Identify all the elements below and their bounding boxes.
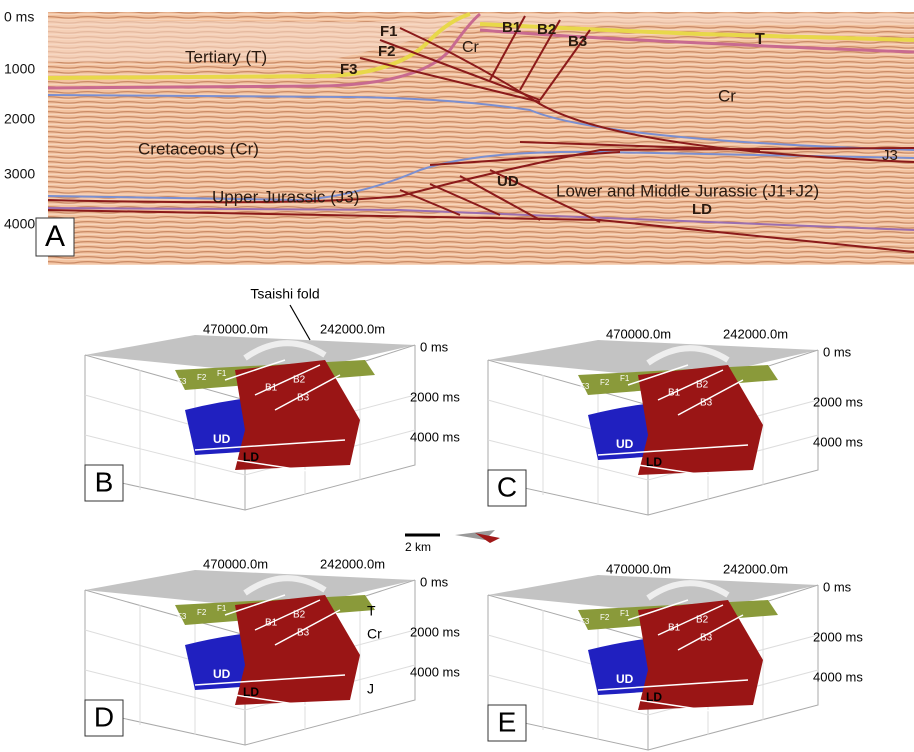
scale-label: 2 km <box>405 540 431 554</box>
panel-letter: E <box>498 706 517 737</box>
fault-label: F2 <box>600 378 610 387</box>
fault-label: UD <box>616 437 634 451</box>
panel-letter: D <box>94 701 114 732</box>
depth-label: 4000 ms <box>410 429 460 444</box>
fault-label: UD <box>213 432 231 446</box>
depth-tick-label: 2000 <box>4 111 35 127</box>
depth-tick-label: 4000 <box>4 216 35 232</box>
section-label: Lower and Middle Jurassic (J1+J2) <box>556 181 819 200</box>
fault-label: B3 <box>297 628 310 639</box>
fault-label: LD <box>243 450 259 464</box>
panel-letter: B <box>95 466 114 497</box>
fault-label: B3 <box>700 633 713 644</box>
fault-label: B3 <box>297 393 310 404</box>
fault-label: UD <box>616 672 634 686</box>
figure: Tsaishi fold 470000.0m 242000.0m 0 ms 2000 m… <box>0 0 914 752</box>
section-label: F3 <box>340 61 358 78</box>
unit-label: Cr <box>367 626 382 642</box>
coordinate-label: 242000.0m <box>320 556 385 571</box>
depth-label: 0 ms <box>823 579 852 594</box>
section-label: B3 <box>568 33 587 50</box>
section-label: LD <box>692 201 712 218</box>
section-label: UD <box>497 173 519 190</box>
section-label: F2 <box>378 43 396 60</box>
fault-label: F1 <box>217 369 227 378</box>
fault-label: LD <box>646 690 662 704</box>
section-label: B1 <box>502 19 521 36</box>
section-label: Cr <box>462 39 480 56</box>
callout: Tsaishi fold <box>250 286 319 302</box>
section-label: B2 <box>537 21 556 38</box>
fault-label: B1 <box>668 388 681 399</box>
fault-label: B1 <box>265 618 278 629</box>
fault-label: F3 <box>580 382 590 391</box>
fault-label: B2 <box>293 610 306 621</box>
coordinate-label: 242000.0m <box>723 326 788 341</box>
fault-label: UD <box>213 667 231 681</box>
depth-label: 2000 ms <box>410 389 460 404</box>
fault-label: F1 <box>620 609 630 618</box>
unit-label: T <box>367 603 376 619</box>
fault-label: F3 <box>580 617 590 626</box>
fault-label: B3 <box>700 398 713 409</box>
depth-tick-label: 3000 <box>4 166 35 182</box>
section-label: J3 <box>882 147 898 164</box>
depth-label: 4000 ms <box>813 669 863 684</box>
coordinate-label: 470000.0m <box>606 326 671 341</box>
unit-label: J <box>367 681 374 697</box>
section-label: T <box>755 31 765 48</box>
section-label: Cretaceous (Cr) <box>138 139 259 158</box>
depth-label: 0 ms <box>420 574 449 589</box>
section-label: Tertiary (T) <box>185 47 267 66</box>
callout-arrow <box>290 305 310 340</box>
block-panel: 470000.0m 242000.0m 0 ms 2000 ms 4000 ms F3 F2… <box>488 561 863 750</box>
fault-label: B2 <box>696 380 709 391</box>
coordinate-label: 242000.0m <box>723 561 788 576</box>
fault-label: F1 <box>217 604 227 613</box>
depth-label: 2000 ms <box>813 394 863 409</box>
fault-label: F1 <box>620 374 630 383</box>
fault-label: F3 <box>177 377 187 386</box>
block-panel: 470000.0m 242000.0m 0 ms 2000 ms 4000 ms F3 F2… <box>85 556 460 745</box>
depth-label: 4000 ms <box>410 664 460 679</box>
panel-letter: A <box>45 220 65 253</box>
depth-label: 2000 ms <box>410 624 460 639</box>
fault-label: LD <box>646 455 662 469</box>
depth-tick-label: 1000 <box>4 61 35 77</box>
depth-tick-label: 0 ms <box>4 9 34 25</box>
fault-label: F2 <box>600 613 610 622</box>
coordinate-label: 242000.0m <box>320 321 385 336</box>
coordinate-label: 470000.0m <box>606 561 671 576</box>
panel-letter: C <box>497 471 517 502</box>
depth-label: 0 ms <box>823 344 852 359</box>
depth-label: 4000 ms <box>813 434 863 449</box>
coordinate-label: 470000.0m <box>203 321 268 336</box>
block-panel: 470000.0m 242000.0m 0 ms 2000 ms 4000 ms F3 F2… <box>488 326 863 515</box>
section-label: Upper Jurassic (J3) <box>212 187 359 206</box>
fault-label: F2 <box>197 373 207 382</box>
block-panel: Tsaishi fold 470000.0m 242000.0m 0 ms 2000 m… <box>85 286 460 510</box>
section-label: F1 <box>380 23 398 40</box>
depth-label: 0 ms <box>420 339 449 354</box>
fault-label: F2 <box>197 608 207 617</box>
depth-label: 2000 ms <box>813 629 863 644</box>
section-label: Cr <box>718 86 736 105</box>
coordinate-label: 470000.0m <box>203 556 268 571</box>
fault-label: F3 <box>177 612 187 621</box>
fault-label: B2 <box>696 615 709 626</box>
fault-label: B1 <box>668 623 681 634</box>
fault-label: LD <box>243 685 259 699</box>
fault-label: B1 <box>265 383 278 394</box>
fault-label: B2 <box>293 375 306 386</box>
